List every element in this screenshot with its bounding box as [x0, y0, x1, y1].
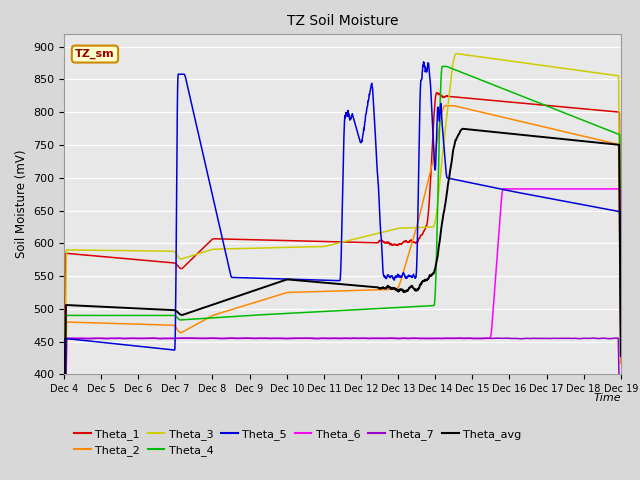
Theta_5	[316, 277, 324, 283]
Theta_1	[60, 442, 68, 448]
Theta_6	[331, 336, 339, 341]
Theta_7	[88, 336, 96, 341]
Legend: Theta_1, Theta_2, Theta_3, Theta_4, Theta_5, Theta_6, Theta_7, Theta_avg: Theta_1, Theta_2, Theta_3, Theta_4, Thet…	[70, 424, 525, 460]
Theta_7	[244, 335, 252, 341]
Title: TZ Soil Moisture: TZ Soil Moisture	[287, 14, 398, 28]
Theta_5	[331, 277, 339, 283]
Theta_5	[601, 206, 609, 212]
Theta_avg	[88, 303, 96, 309]
Theta_4	[499, 85, 506, 91]
Y-axis label: Soil Moisture (mV): Soil Moisture (mV)	[15, 150, 28, 258]
Theta_3	[331, 241, 339, 247]
Theta_1	[499, 98, 506, 104]
Theta_4	[331, 308, 339, 314]
Theta_2	[60, 476, 68, 480]
Line: Theta_5: Theta_5	[64, 62, 621, 480]
Theta_3	[499, 57, 506, 63]
Theta_avg	[617, 353, 625, 359]
Theta_1	[331, 239, 339, 245]
Theta_2	[499, 114, 506, 120]
Theta_7	[601, 336, 609, 341]
Theta_5	[601, 206, 609, 212]
Theta_5	[420, 59, 428, 65]
Theta_5	[617, 350, 625, 356]
Line: Theta_2: Theta_2	[64, 106, 621, 479]
Theta_4	[601, 126, 609, 132]
Theta_4	[60, 473, 68, 479]
Text: Time: Time	[593, 393, 621, 403]
Theta_avg	[601, 141, 609, 146]
Theta_2	[601, 138, 609, 144]
Theta_2	[617, 360, 625, 366]
Theta_7	[617, 470, 625, 476]
Theta_1	[88, 253, 96, 259]
Theta_7	[316, 336, 324, 341]
Theta_1	[617, 328, 625, 334]
Theta_4	[617, 333, 625, 338]
Theta_2	[601, 138, 609, 144]
Theta_avg	[601, 141, 609, 146]
Theta_6	[601, 186, 609, 192]
Theta_6	[499, 188, 506, 194]
Theta_4	[438, 63, 446, 69]
Line: Theta_avg: Theta_avg	[64, 129, 621, 471]
Theta_3	[60, 440, 68, 446]
Theta_2	[442, 103, 449, 108]
Theta_6	[499, 186, 507, 192]
Theta_6	[316, 336, 324, 341]
Theta_2	[331, 288, 339, 294]
Line: Theta_6: Theta_6	[64, 189, 621, 480]
Line: Theta_4: Theta_4	[64, 66, 621, 476]
Theta_1	[433, 90, 441, 96]
Theta_2	[316, 288, 324, 294]
Theta_3	[601, 71, 609, 77]
Theta_1	[316, 239, 324, 244]
Theta_7	[331, 336, 339, 341]
Theta_avg	[460, 126, 467, 132]
Theta_avg	[60, 468, 68, 474]
Theta_7	[499, 336, 506, 341]
Line: Theta_7: Theta_7	[64, 338, 621, 480]
Theta_6	[601, 186, 609, 192]
Theta_6	[88, 336, 96, 341]
Theta_5	[499, 187, 506, 192]
Theta_4	[316, 309, 324, 314]
Line: Theta_1: Theta_1	[64, 93, 621, 445]
Line: Theta_3: Theta_3	[64, 54, 621, 443]
Text: TZ_sm: TZ_sm	[75, 49, 115, 59]
Theta_1	[601, 108, 609, 114]
Theta_3	[316, 244, 324, 250]
Theta_7	[601, 336, 609, 341]
Theta_3	[88, 247, 96, 253]
Theta_4	[88, 312, 96, 318]
Theta_avg	[316, 279, 324, 285]
Theta_3	[617, 322, 625, 328]
Theta_4	[601, 126, 609, 132]
Theta_1	[601, 108, 609, 114]
Theta_6	[617, 354, 625, 360]
Theta_avg	[331, 281, 339, 287]
Theta_5	[88, 338, 96, 344]
Theta_2	[88, 320, 96, 326]
Theta_3	[601, 71, 609, 77]
Theta_3	[452, 51, 460, 57]
Theta_avg	[499, 130, 506, 136]
